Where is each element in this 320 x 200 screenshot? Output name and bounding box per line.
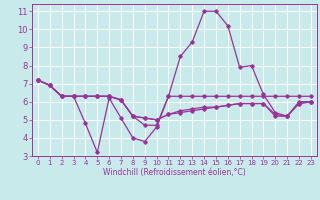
X-axis label: Windchill (Refroidissement éolien,°C): Windchill (Refroidissement éolien,°C) <box>103 168 246 177</box>
